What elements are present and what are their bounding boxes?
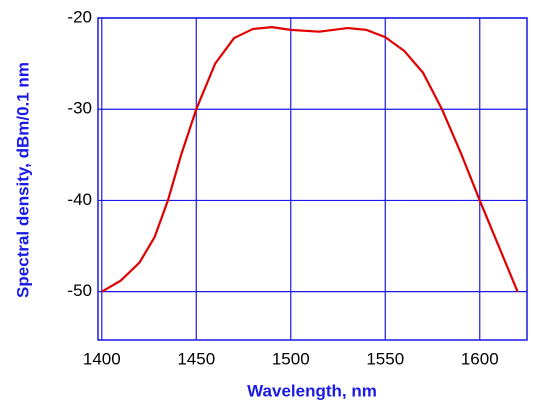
x-tick-label: 1500 [272,349,310,368]
x-tick-label: 1550 [366,349,404,368]
y-tick-label: -20 [67,7,92,26]
plot-frame [97,17,528,341]
x-axis-title: Wavelength, nm [247,381,377,400]
y-tick-label: -30 [67,99,92,118]
y-tick-label: -50 [67,281,92,300]
y-axis-title: Spectral density, dBm/0.1 nm [13,62,32,298]
x-tick-label: 1450 [177,349,215,368]
x-tick-label: 1400 [83,349,121,368]
x-tick-label: 1600 [461,349,499,368]
y-tick-label: -40 [67,190,92,209]
data-line [101,26,519,293]
